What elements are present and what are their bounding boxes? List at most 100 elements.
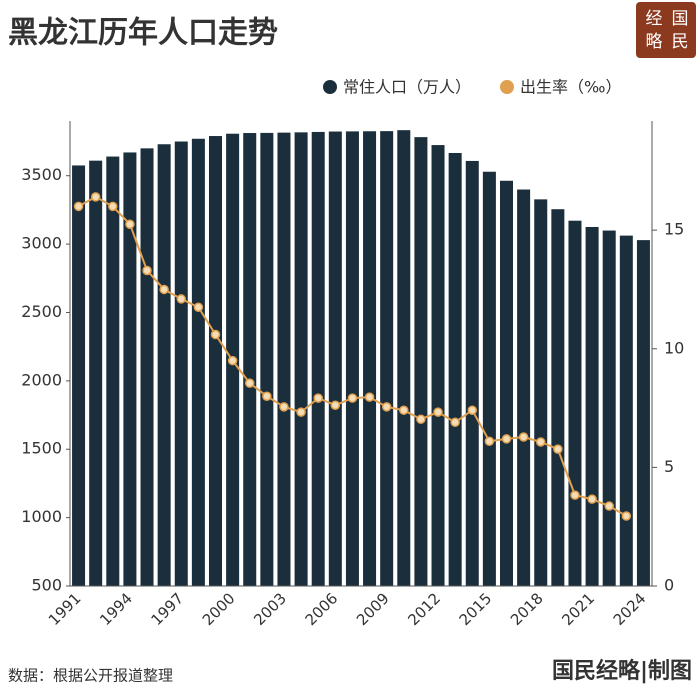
birth-rate-dot [518, 432, 529, 442]
x-tick-label: 1991 [45, 589, 85, 629]
x-tick-label: 2000 [199, 589, 239, 629]
bar [534, 199, 548, 586]
birth-rate-dot [604, 501, 614, 511]
legend-swatch [323, 80, 337, 94]
bar [72, 165, 86, 586]
bar [294, 132, 308, 586]
birth-rate-dot [535, 437, 546, 447]
bar [345, 131, 359, 587]
x-tick-label: 2015 [456, 589, 496, 629]
birth-rate-dot [227, 355, 238, 366]
y-tick-label: 500 [31, 576, 62, 595]
bar [397, 130, 411, 586]
bar [431, 145, 445, 586]
bar [568, 220, 582, 586]
x-tick-label: 1997 [148, 589, 188, 629]
bar [260, 132, 274, 586]
x-tick-label: 1994 [96, 589, 136, 629]
bar [106, 156, 120, 586]
bar [140, 148, 154, 586]
legend-swatch [500, 80, 515, 94]
birth-rate-dot [621, 511, 632, 521]
bar [585, 226, 599, 586]
bar [208, 136, 223, 586]
y-tick-label: 2000 [21, 370, 62, 389]
birth-rate-dot [90, 192, 101, 202]
legend-label: 出生率（‰） [520, 78, 621, 97]
bar [89, 160, 103, 587]
bar [311, 131, 325, 587]
bar [243, 133, 257, 587]
birth-rate-dot [279, 402, 289, 412]
bar [328, 131, 342, 586]
birth-rate-dot [142, 265, 152, 276]
bar [602, 230, 616, 586]
x-tick-label: 2006 [302, 589, 342, 629]
logo-char: 民 [672, 32, 689, 52]
y2-tick-label: 10 [664, 338, 684, 357]
credit: 国民经略|制图 [552, 658, 692, 684]
bar [277, 132, 291, 586]
birth-rate-dot [108, 201, 118, 212]
bar [482, 171, 496, 587]
bar [551, 209, 565, 586]
birth-rate-dot [364, 392, 375, 402]
birth-rate-dot [570, 490, 580, 500]
bar [499, 180, 514, 586]
birth-rate-dot [587, 494, 597, 504]
birth-rate-dot [484, 436, 495, 447]
x-tick-label: 2003 [250, 589, 290, 629]
y2-tick-label: 0 [664, 576, 674, 595]
birth-rate-dot [296, 407, 306, 417]
bar [157, 144, 171, 586]
bar [380, 131, 394, 586]
bar [174, 141, 188, 586]
x-tick-label: 2021 [558, 589, 598, 629]
birth-rate-dot [399, 405, 409, 415]
x-tick-label: 2012 [404, 589, 444, 629]
bar [465, 160, 479, 586]
birth-rate-dot [262, 391, 272, 401]
bar [414, 137, 428, 586]
bar [619, 235, 633, 586]
bar [363, 131, 377, 586]
logo-char: 国 [672, 9, 689, 29]
birth-rate-dot [416, 414, 426, 424]
birth-rate-dot [73, 201, 84, 212]
y2-tick-label: 5 [664, 457, 674, 476]
birth-rate-dot [176, 294, 187, 304]
bar [448, 153, 462, 587]
y-tick-label: 2500 [21, 302, 62, 321]
birth-rate-dot [125, 219, 135, 229]
legend-label: 常住人口（万人） [343, 78, 471, 97]
y2-tick-label: 15 [664, 220, 684, 239]
y-tick-label: 3000 [21, 234, 62, 253]
birth-rate-dot [193, 302, 204, 312]
x-tick-label: 2024 [610, 589, 650, 629]
chart-title: 黑龙江历年人口走势 [8, 16, 278, 51]
logo-char: 经 [646, 9, 663, 29]
source-note: 数据：根据公开报道整理 [8, 667, 173, 685]
y-tick-label: 1500 [21, 439, 62, 458]
logo-char: 略 [646, 32, 663, 52]
y-tick-label: 3500 [21, 165, 62, 184]
birth-rate-dot [501, 434, 512, 444]
birth-rate-dot [210, 329, 221, 340]
y-tick-label: 1000 [21, 507, 62, 526]
birth-rate-dot [159, 284, 169, 295]
birth-rate-dot [450, 417, 460, 428]
birth-rate-dot [433, 407, 443, 417]
birth-rate-dot [244, 378, 255, 388]
x-tick-label: 2009 [353, 589, 393, 629]
bar [191, 138, 205, 586]
birth-rate-dot [330, 400, 341, 410]
birth-rate-dot [381, 402, 392, 412]
bar [123, 152, 137, 587]
x-tick-label: 2018 [507, 589, 547, 629]
birth-rate-dot [313, 393, 323, 403]
birth-rate-dot [467, 405, 478, 415]
logo-box [636, 2, 696, 58]
bar [517, 189, 531, 587]
birth-rate-dot [553, 444, 563, 454]
